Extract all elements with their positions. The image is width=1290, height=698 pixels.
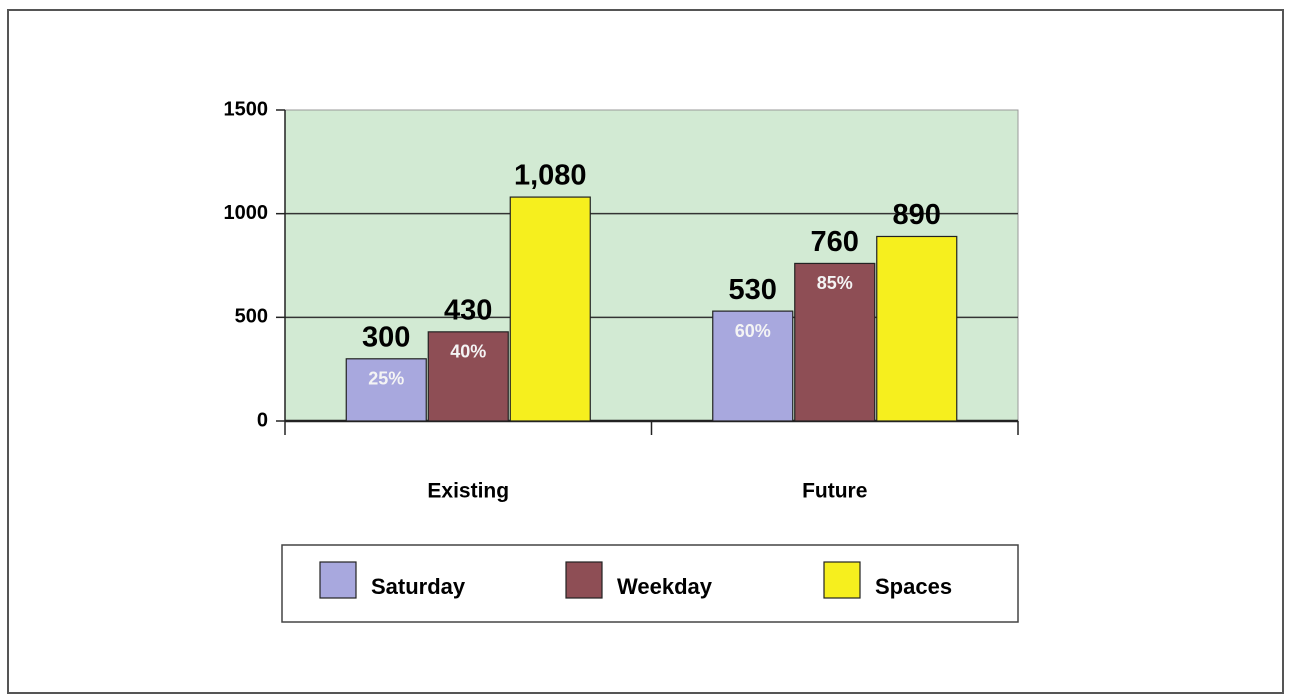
y-tick-label: 1500	[224, 98, 269, 120]
value-label: 300	[362, 321, 410, 353]
y-tick-label: 1000	[224, 202, 269, 224]
value-label: 430	[444, 295, 492, 327]
bar	[509, 196, 591, 422]
x-tick-label: Existing	[427, 480, 509, 503]
share-label: 40%	[450, 342, 486, 362]
value-label: 890	[893, 199, 941, 231]
y-tick-label: 0	[257, 409, 268, 431]
legend-label: Spaces	[875, 574, 952, 599]
bar	[345, 358, 427, 422]
legend-swatch	[319, 561, 357, 599]
share-label: 60%	[735, 321, 771, 341]
legend-box	[281, 544, 1019, 623]
bar	[427, 331, 509, 422]
value-label: 1,080	[514, 160, 587, 192]
bar	[794, 262, 876, 422]
value-label: 760	[811, 226, 859, 258]
legend-label: Weekday	[617, 574, 713, 599]
bar	[876, 235, 958, 422]
value-label: 530	[729, 274, 777, 306]
legend-label: Saturday	[371, 574, 466, 599]
y-tick-label: 500	[235, 306, 268, 328]
legend-swatch	[823, 561, 861, 599]
x-tick-label: Future	[802, 480, 867, 503]
legend-swatch	[565, 561, 603, 599]
share-label: 85%	[817, 273, 853, 293]
share-label: 25%	[368, 369, 404, 389]
bar	[712, 310, 794, 422]
